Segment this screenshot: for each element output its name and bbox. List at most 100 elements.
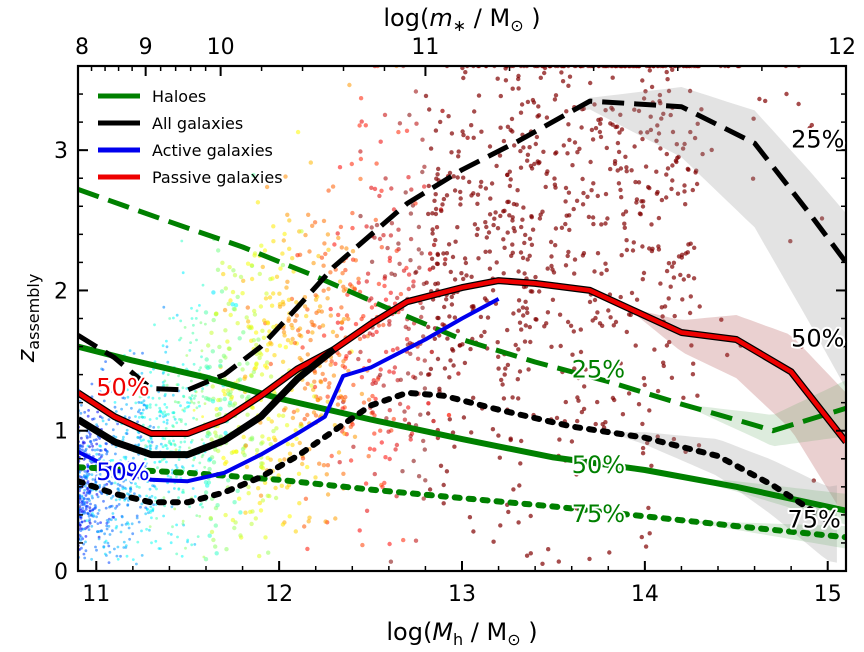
scatter-point xyxy=(149,505,153,509)
scatter-point xyxy=(436,166,441,172)
scatter-point xyxy=(161,445,165,449)
scatter-point xyxy=(211,460,217,465)
scatter-point xyxy=(241,434,246,440)
scatter-point xyxy=(122,546,126,549)
scatter-point xyxy=(105,554,108,557)
scatter-point xyxy=(411,279,416,284)
scatter-point xyxy=(654,191,660,196)
scatter-point xyxy=(224,547,229,552)
scatter-point xyxy=(411,284,416,289)
scatter-point xyxy=(339,320,344,325)
scatter-point xyxy=(554,415,560,421)
scatter-point xyxy=(689,343,694,348)
scatter-point xyxy=(263,535,268,540)
scatter-point xyxy=(406,405,411,410)
scatter-point xyxy=(161,344,165,348)
scatter-point xyxy=(211,537,216,543)
scatter-point xyxy=(258,508,264,513)
scatter-point xyxy=(422,358,427,363)
scatter-point xyxy=(528,513,533,519)
scatter-point xyxy=(597,129,603,135)
scatter-point xyxy=(571,329,576,334)
scatter-point xyxy=(819,216,825,221)
scatter-point xyxy=(213,430,218,435)
scatter-point xyxy=(257,500,262,506)
scatter-point xyxy=(177,496,181,499)
scatter-point xyxy=(521,145,526,150)
scatter-point xyxy=(117,394,120,398)
scatter-point xyxy=(389,186,394,191)
scatter-point xyxy=(293,529,298,534)
scatter-point xyxy=(117,479,121,483)
scatter-point xyxy=(516,76,521,82)
scatter-point xyxy=(240,291,245,296)
scatter-point xyxy=(495,226,501,231)
scatter-point xyxy=(325,296,330,301)
scatter-point xyxy=(173,400,177,404)
scatter-point xyxy=(669,375,675,380)
scatter-point xyxy=(96,530,100,534)
scatter-point xyxy=(158,406,162,410)
scatter-point xyxy=(496,354,501,359)
scatter-point xyxy=(80,520,84,524)
scatter-point xyxy=(107,561,111,564)
scatter-point xyxy=(95,423,98,426)
scatter-point xyxy=(213,523,218,528)
scatter-point xyxy=(83,488,86,492)
scatter-point xyxy=(656,215,662,221)
scatter-point xyxy=(204,357,209,362)
scatter-point xyxy=(249,263,254,268)
scatter-point xyxy=(620,412,626,417)
scatter-point xyxy=(99,444,102,448)
scatter-point xyxy=(381,233,386,238)
scatter-point xyxy=(648,127,654,133)
scatter-point xyxy=(700,151,705,157)
scatter-point xyxy=(680,146,686,151)
scatter-point xyxy=(452,315,458,320)
scatter-point xyxy=(358,176,363,182)
scatter-point xyxy=(587,299,593,305)
scatter-point xyxy=(149,438,153,441)
scatter-point xyxy=(616,181,622,186)
scatter-point xyxy=(231,449,236,454)
scatter-point xyxy=(99,521,102,524)
scatter-point xyxy=(214,407,219,412)
scatter-point xyxy=(588,159,593,165)
scatter-point xyxy=(564,109,569,114)
scatter-point xyxy=(452,444,457,449)
y-tick-label: 3 xyxy=(54,139,68,164)
scatter-point xyxy=(165,418,169,422)
scatter-point xyxy=(83,441,86,445)
scatter-point xyxy=(156,466,159,470)
scatter-point xyxy=(522,271,527,276)
scatter-point xyxy=(142,399,146,403)
scatter-point xyxy=(188,505,192,509)
scatter-point xyxy=(649,84,655,90)
scatter-point xyxy=(118,484,122,487)
scatter-point xyxy=(595,251,601,256)
scatter-point xyxy=(239,394,245,399)
scatter-point xyxy=(359,375,365,380)
scatter-point xyxy=(408,437,413,442)
scatter-point xyxy=(294,436,299,441)
scatter-point xyxy=(413,89,419,94)
scatter-point xyxy=(383,176,388,181)
x-tick-label: 14 xyxy=(631,582,659,607)
scatter-point xyxy=(81,448,84,452)
scatter-point xyxy=(173,442,176,446)
scatter-point xyxy=(356,356,361,362)
scatter-point xyxy=(196,535,200,538)
scatter-point xyxy=(81,506,85,510)
scatter-point xyxy=(626,391,632,396)
scatter-point xyxy=(159,442,163,446)
scatter-point xyxy=(508,177,513,182)
scatter-point xyxy=(136,420,140,424)
scatter-point xyxy=(757,96,762,102)
scatter-point xyxy=(317,325,322,330)
scatter-point xyxy=(658,146,663,151)
scatter-point xyxy=(229,396,234,402)
x-tick-label: 15 xyxy=(814,582,842,607)
scatter-point xyxy=(580,202,586,207)
scatter-point xyxy=(111,428,115,432)
scatter-point xyxy=(96,522,100,525)
